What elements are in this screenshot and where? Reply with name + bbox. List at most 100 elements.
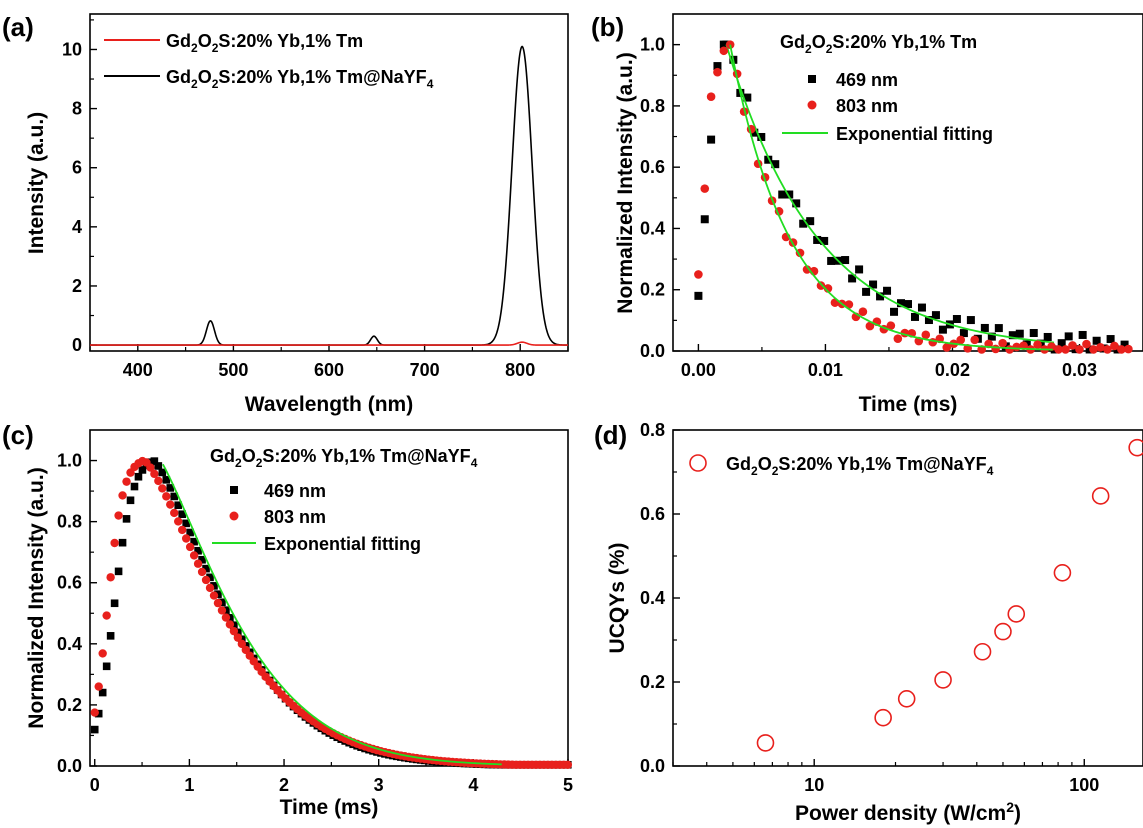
legend-b-803: 803 nm (836, 96, 898, 116)
point-469 (980, 323, 989, 332)
point-803 (991, 344, 1000, 354)
panel-b-ylabel: Normalized Intensity (a.u.) (614, 52, 637, 313)
legend-c-803: 803 nm (264, 507, 326, 527)
panel-b-xlabel: Time (ms) (859, 393, 958, 416)
point-469 (134, 472, 143, 481)
panel-b-legend: 469 nm 803 nm Exponential fitting (782, 70, 993, 144)
point-469 (122, 515, 131, 523)
point-803 (158, 484, 167, 493)
panel-d-ylabel: UCQYs (%) (606, 543, 629, 654)
point-803 (956, 335, 966, 345)
c-ytick-label: 0.0 (57, 756, 82, 776)
legend-d-marker (689, 454, 707, 472)
panel-d: (d) 10 100 0.0 0.2 0.4 0.6 0.8 Power density (… (594, 420, 1143, 825)
point-803 (225, 620, 235, 629)
point-803 (146, 463, 155, 472)
point-469 (917, 303, 926, 312)
panel-d-legend: Gd2O2S:20% Yb,1% Tm@NaYF4 (689, 454, 994, 478)
point-803 (858, 307, 868, 317)
point-803 (802, 265, 812, 274)
c-ytick-label: 0.8 (57, 512, 82, 532)
point-469 (841, 256, 850, 265)
fit-line-803-nm (729, 44, 1053, 351)
panel-c-xlabel: Time (ms) (280, 796, 379, 819)
point-803 (213, 598, 223, 608)
point-469 (743, 93, 752, 102)
panel-c-frame (89, 429, 569, 767)
panel-b-title: Gd2O2S:20% Yb,1% Tm (780, 32, 977, 56)
point-469 (938, 325, 947, 334)
point-469 (182, 519, 190, 528)
c-ytick-label: 0.4 (57, 634, 82, 654)
c-xtick-label: 3 (374, 775, 384, 795)
panel-d-points (756, 438, 1143, 752)
a-xtick-label: 600 (314, 360, 344, 380)
point-469 (757, 132, 766, 141)
point-469 (713, 62, 722, 71)
series-red-line (90, 341, 568, 346)
d-ytick-label: 0.4 (640, 588, 665, 608)
panel-b: (b) 0.00 0.01 0.02 0.03 0.0 0.2 0.4 0.6 0.8 1.0 T… (591, 12, 1143, 416)
data-point (1128, 438, 1143, 457)
point-803 (865, 321, 875, 331)
c-xtick-label: 0 (90, 775, 100, 795)
data-point (934, 671, 952, 689)
point-469 (771, 160, 780, 169)
point-803 (886, 321, 896, 330)
point-469 (166, 484, 175, 492)
point-803 (162, 492, 171, 501)
point-469 (90, 725, 99, 734)
data-point (1053, 563, 1072, 582)
point-803 (1068, 341, 1077, 350)
point-469 (694, 291, 703, 300)
panel-c-ticks: 0 1 2 3 4 5 0.0 0.2 0.4 0.6 0.8 1.0 (57, 451, 573, 795)
b-ytick-label: 0.6 (640, 157, 665, 177)
a-xtick-label: 500 (218, 360, 248, 380)
panel-a-ticks: 400 500 600 700 800 0 2 4 6 8 10 (62, 19, 569, 380)
c-ytick-label: 0.6 (57, 573, 82, 593)
point-469 (785, 190, 794, 199)
point-803 (193, 559, 203, 568)
point-803 (170, 508, 179, 518)
d-ytick-label: 0.0 (640, 756, 665, 776)
series-black-line (90, 45, 568, 346)
point-469 (700, 215, 709, 224)
data-point (756, 734, 775, 752)
panel-b-label: (b) (591, 12, 624, 42)
point-469 (1064, 332, 1073, 341)
point-803 (1075, 345, 1084, 354)
point-803 (106, 573, 115, 582)
d-ytick-label: 0.6 (640, 504, 665, 524)
point-469 (150, 457, 159, 465)
point-469 (1001, 342, 1010, 351)
point-803 (1082, 339, 1091, 349)
a-xtick-label: 700 (410, 360, 440, 380)
point-803 (221, 613, 231, 622)
point-803 (102, 611, 111, 620)
b-ytick-label: 0.0 (640, 341, 665, 361)
point-469 (110, 599, 119, 608)
point-803 (197, 567, 207, 577)
point-469 (1029, 329, 1038, 338)
point-803 (1110, 341, 1119, 351)
fit-line (162, 463, 502, 766)
panel-c-legend: 469 nm 803 nm Exponential fitting (212, 481, 421, 554)
point-469 (174, 501, 183, 510)
point-803 (237, 639, 247, 649)
point-469 (1120, 340, 1129, 349)
d-xtick-label: 10 (804, 775, 824, 795)
point-469 (154, 462, 163, 470)
point-803 (166, 500, 175, 509)
point-803 (563, 760, 573, 769)
point-803 (229, 626, 239, 636)
point-803 (217, 606, 227, 615)
a-ytick-label: 0 (72, 335, 82, 355)
point-469 (1043, 332, 1052, 341)
data-point (897, 689, 916, 708)
legend-b-circle (807, 100, 817, 110)
point-803 (1054, 345, 1063, 354)
point-469 (707, 135, 716, 144)
point-469 (987, 332, 996, 341)
point-803 (706, 92, 716, 102)
